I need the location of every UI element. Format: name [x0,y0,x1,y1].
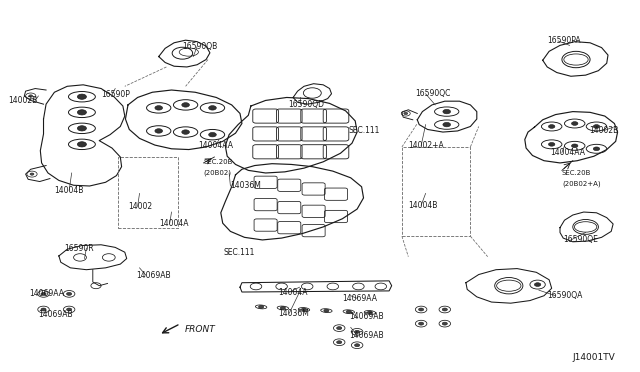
Circle shape [337,327,342,330]
Circle shape [548,125,555,128]
Circle shape [534,283,541,286]
Circle shape [324,309,329,312]
Circle shape [442,322,447,325]
Text: 16590QC: 16590QC [415,89,450,98]
Circle shape [209,106,216,110]
Circle shape [41,308,46,311]
Circle shape [593,147,600,151]
Circle shape [29,95,33,97]
Text: 14036M: 14036M [278,309,309,318]
Circle shape [337,341,342,344]
Text: 16590P: 16590P [101,90,130,99]
Text: 14036M: 14036M [230,182,261,190]
Text: SEC.20B: SEC.20B [204,159,233,165]
Circle shape [367,311,372,314]
Circle shape [346,310,351,313]
Text: 14004A: 14004A [159,219,188,228]
Circle shape [155,129,163,133]
Circle shape [301,308,307,311]
Circle shape [280,307,285,310]
Text: 14069AB: 14069AB [349,331,383,340]
Text: 14002B: 14002B [589,126,618,135]
Circle shape [77,110,86,115]
Text: 16590QE: 16590QE [563,235,598,244]
Circle shape [572,122,578,125]
Circle shape [443,122,451,127]
Text: 14002B: 14002B [8,96,38,105]
Circle shape [30,173,34,175]
Circle shape [419,322,424,325]
Text: (20B02): (20B02) [204,170,232,176]
Text: 14002: 14002 [128,202,152,211]
Circle shape [155,106,163,110]
Text: 16590QB: 16590QB [182,42,218,51]
Circle shape [548,142,555,146]
Circle shape [67,308,72,311]
Text: SEC.111: SEC.111 [349,126,380,135]
Text: FRONT: FRONT [184,325,215,334]
Text: (20B02+A): (20B02+A) [562,181,600,187]
Text: 16590QD: 16590QD [288,100,324,109]
Text: 16590QA: 16590QA [547,291,582,300]
Text: SEC.111: SEC.111 [224,248,255,257]
Text: 14069AA: 14069AA [29,289,64,298]
Text: 16590PA: 16590PA [547,36,581,45]
Text: 14069AB: 14069AB [349,312,383,321]
Text: 16590R: 16590R [64,244,93,253]
Circle shape [443,109,451,114]
Circle shape [355,344,360,347]
Text: 14004AA: 14004AA [198,141,234,150]
Circle shape [41,292,46,295]
Circle shape [77,142,86,147]
Circle shape [182,103,189,107]
Text: SEC.20B: SEC.20B [562,170,591,176]
Text: 14069AB: 14069AB [38,310,73,319]
Circle shape [419,308,424,311]
Circle shape [442,308,447,311]
Text: 14004A: 14004A [278,288,308,296]
Circle shape [77,126,86,131]
Text: 14069AB: 14069AB [136,271,171,280]
Text: 14002+A: 14002+A [408,141,444,150]
Circle shape [404,112,408,115]
Circle shape [355,330,360,333]
Circle shape [209,132,216,137]
Circle shape [182,130,189,134]
Circle shape [259,305,264,308]
Circle shape [67,292,72,295]
Text: 14069AA: 14069AA [342,294,378,303]
Circle shape [593,125,600,128]
Text: 14004B: 14004B [54,186,84,195]
Text: J14001TV: J14001TV [573,353,616,362]
Circle shape [77,94,86,99]
Text: 14004AA: 14004AA [550,148,586,157]
Circle shape [572,144,578,148]
Text: 14004B: 14004B [408,201,438,210]
